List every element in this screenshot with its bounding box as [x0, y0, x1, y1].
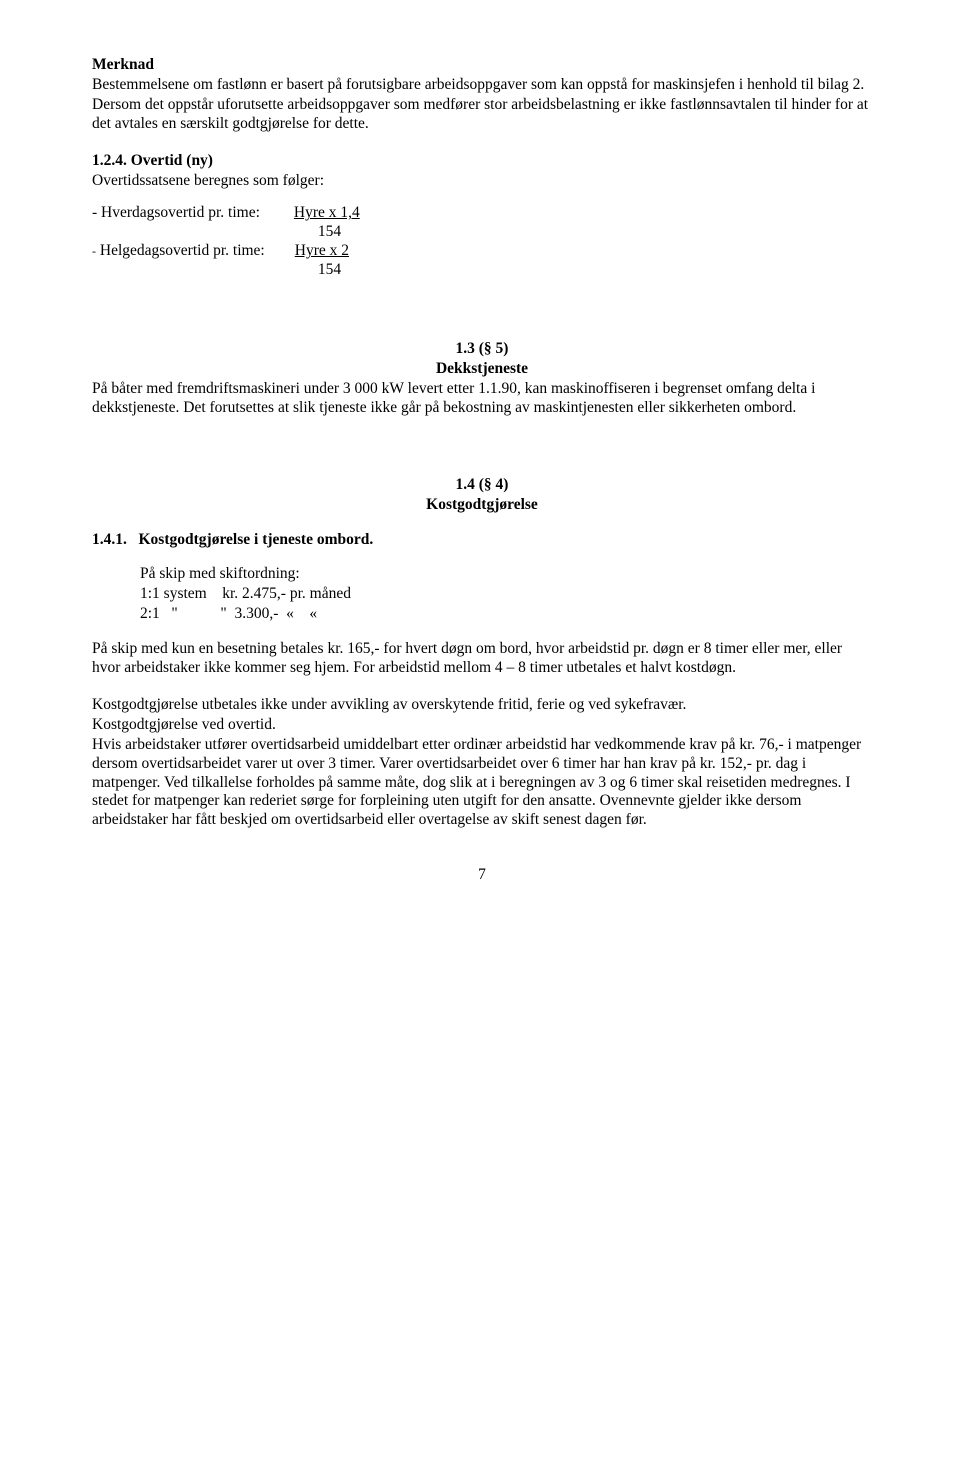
kost-sub-heading: 1.4.1. Kostgodtgjørelse i tjeneste ombor… — [92, 531, 872, 550]
kost-ratio-row-1: 1:1 system kr. 2.475,- pr. måned — [140, 585, 872, 604]
overtid-holiday-label: Helgedagsovertid pr. time: — [100, 242, 291, 261]
overtid-row-weekday: - Hverdagsovertid pr. time: Hyre x 1,4 — [92, 204, 872, 223]
kost-ratio-row-2: 2:1 " " 3.300,- « « — [140, 605, 872, 624]
kost-single-crew-paragraph: På skip med kun en besetning betales kr.… — [92, 640, 872, 678]
overtid-weekday-calc: Hyre x 1,4 — [294, 204, 360, 221]
overtid-row-weekday-divisor: 154 — [92, 223, 872, 242]
overtid-holiday-dash: - — [92, 244, 96, 258]
dekk-title: Dekkstjeneste — [92, 360, 872, 379]
merknad-heading: Merknad — [92, 56, 872, 75]
overtid-weekday-label: - Hverdagsovertid pr. time: — [92, 204, 290, 223]
dekk-body: På båter med fremdriftsmaskineri under 3… — [92, 380, 872, 418]
overtid-row-holiday: - Helgedagsovertid pr. time: Hyre x 2 — [92, 242, 872, 261]
overtid-row-holiday-divisor: 154 — [92, 261, 872, 280]
kost-number: 1.4 (§ 4) — [92, 476, 872, 495]
merknad-paragraph-2: Dersom det oppstår uforutsette arbeidsop… — [92, 96, 872, 134]
merknad-paragraph-1: Bestemmelsene om fastlønn er basert på f… — [92, 76, 872, 95]
kost-fritid-paragraph: Kostgodtgjørelse utbetales ikke under av… — [92, 696, 872, 715]
dekk-number: 1.3 (§ 5) — [92, 340, 872, 359]
page-number: 7 — [92, 866, 872, 885]
overtid-weekday-divisor: 154 — [318, 223, 341, 240]
kost-title: Kostgodtgjørelse — [92, 496, 872, 515]
overtid-holiday-divisor: 154 — [318, 261, 341, 278]
kost-skift-label: På skip med skiftordning: — [140, 565, 872, 584]
overtid-intro: Overtidssatsene beregnes som følger: — [92, 172, 872, 191]
overtid-holiday-calc: Hyre x 2 — [295, 242, 349, 259]
kost-overtid-body: Hvis arbeidstaker utfører overtidsarbeid… — [92, 736, 872, 831]
kost-overtid-heading: Kostgodtgjørelse ved overtid. — [92, 716, 872, 735]
overtid-heading: 1.2.4. Overtid (ny) — [92, 152, 872, 171]
